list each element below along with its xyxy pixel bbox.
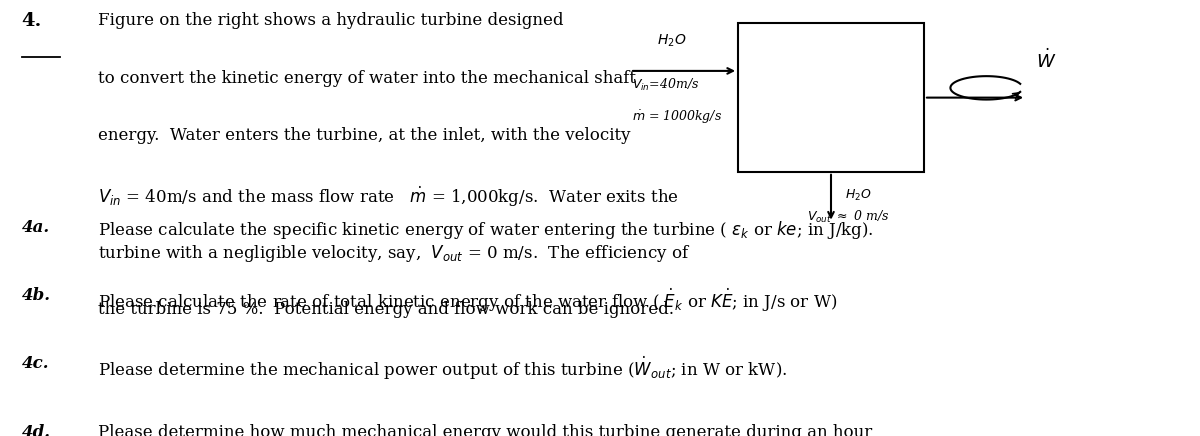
- Text: $V_{in}$ = 40m/s and the mass flow rate   $\dot{m}$ = 1,000kg/s.  Water exits th: $V_{in}$ = 40m/s and the mass flow rate …: [98, 185, 679, 209]
- Text: $\dot{m}$ = 1000kg/s: $\dot{m}$ = 1000kg/s: [632, 108, 722, 126]
- Text: 4.: 4.: [22, 12, 42, 30]
- Text: $V_{in}$=40m/s: $V_{in}$=40m/s: [632, 77, 700, 93]
- Text: $H_2O$: $H_2O$: [658, 33, 686, 49]
- Text: Please calculate the specific kinetic energy of water entering the turbine ( $\v: Please calculate the specific kinetic en…: [98, 219, 874, 241]
- Text: 4b.: 4b.: [22, 287, 50, 304]
- Text: Figure on the right shows a hydraulic turbine designed: Figure on the right shows a hydraulic tu…: [98, 12, 564, 29]
- Text: to convert the kinetic energy of water into the mechanical shaft: to convert the kinetic energy of water i…: [98, 69, 636, 86]
- Text: $\dot{W}$: $\dot{W}$: [1036, 49, 1056, 72]
- Text: $H_2O$: $H_2O$: [845, 187, 872, 203]
- Text: the turbine is 75 %.  Potential energy and flow work can be ignored.: the turbine is 75 %. Potential energy an…: [98, 301, 674, 318]
- Text: 4a.: 4a.: [22, 219, 49, 236]
- Text: Please determine the mechanical power output of this turbine ($\dot{W}_{out}$; i: Please determine the mechanical power ou…: [98, 355, 787, 382]
- Text: Please determine how much mechanical energy would this turbine generate during a: Please determine how much mechanical ene…: [98, 424, 872, 436]
- Text: 4c.: 4c.: [22, 355, 49, 372]
- Text: energy.  Water enters the turbine, at the inlet, with the velocity: energy. Water enters the turbine, at the…: [98, 127, 631, 144]
- Text: turbine with a negligible velocity, say,  $V_{out}$ = 0 m/s.  The efficiency of: turbine with a negligible velocity, say,…: [98, 243, 691, 264]
- Text: Please calculate the rate of total kinetic energy of the water flow ( $\dot{E}_k: Please calculate the rate of total kinet…: [98, 287, 838, 314]
- Text: $V_{out}$ $\approx$ 0 m/s: $V_{out}$ $\approx$ 0 m/s: [808, 209, 889, 225]
- Text: 4d.: 4d.: [22, 424, 50, 436]
- Bar: [738, 24, 924, 172]
